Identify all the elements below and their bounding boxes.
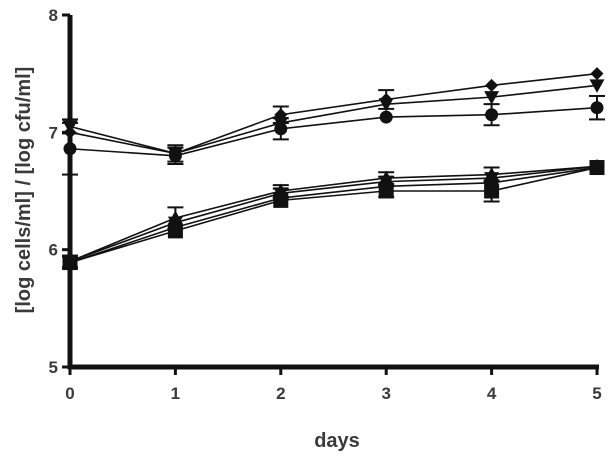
series-3-point-4 <box>484 91 500 105</box>
tick-labels: 5 6 7 8 0 1 2 3 4 5 <box>49 6 602 403</box>
series-7-point-3 <box>378 183 394 199</box>
axes <box>62 13 599 375</box>
x-tick-label-2: 2 <box>276 384 285 403</box>
series-2-point-5 <box>590 101 604 115</box>
series-3-point-3 <box>378 98 394 112</box>
series-3-point-2 <box>273 116 289 131</box>
series-7-point-5 <box>589 160 605 176</box>
y-tick-label-6: 6 <box>49 241 58 260</box>
x-tick-label-5: 5 <box>592 384 601 403</box>
x-tick-label-1: 1 <box>171 384 180 403</box>
series-3-point-1 <box>167 147 183 161</box>
series-2-point-0 <box>63 142 77 156</box>
series-7 <box>62 160 605 271</box>
series-7-point-1 <box>167 223 183 239</box>
y-tick-label-8: 8 <box>49 6 58 25</box>
series-6 <box>63 161 604 270</box>
series-7-line <box>69 166 598 264</box>
series-3-point-5 <box>589 79 605 93</box>
series-layer <box>62 67 605 271</box>
series-2-line <box>69 106 598 157</box>
series-2-point-3 <box>379 110 393 124</box>
series-1 <box>63 67 604 163</box>
y-tick-label-5: 5 <box>49 358 58 377</box>
x-tick-label-4: 4 <box>487 384 497 403</box>
y-axis-title: [log cells/ml] / [log cfu/ml] <box>13 67 35 314</box>
series-6-line <box>69 166 598 264</box>
series-1-point-4 <box>485 78 499 92</box>
x-axis-title: days <box>314 430 360 452</box>
series-3 <box>62 79 605 161</box>
x-tick-label-3: 3 <box>381 384 390 403</box>
series-7-point-2 <box>273 192 289 208</box>
series-3-line <box>69 84 598 155</box>
x-tick-label-0: 0 <box>65 384 74 403</box>
series-5-line <box>69 165 598 263</box>
series-2-point-4 <box>485 108 499 122</box>
series-3-point-0 <box>62 120 78 134</box>
series-1-point-5 <box>590 67 604 81</box>
series-4-line <box>69 165 598 263</box>
y-tick-label-7: 7 <box>49 123 58 142</box>
series-7-point-4 <box>484 183 500 199</box>
series-1-line <box>69 72 598 155</box>
series-5 <box>62 160 605 269</box>
series-7-point-0 <box>62 255 78 271</box>
